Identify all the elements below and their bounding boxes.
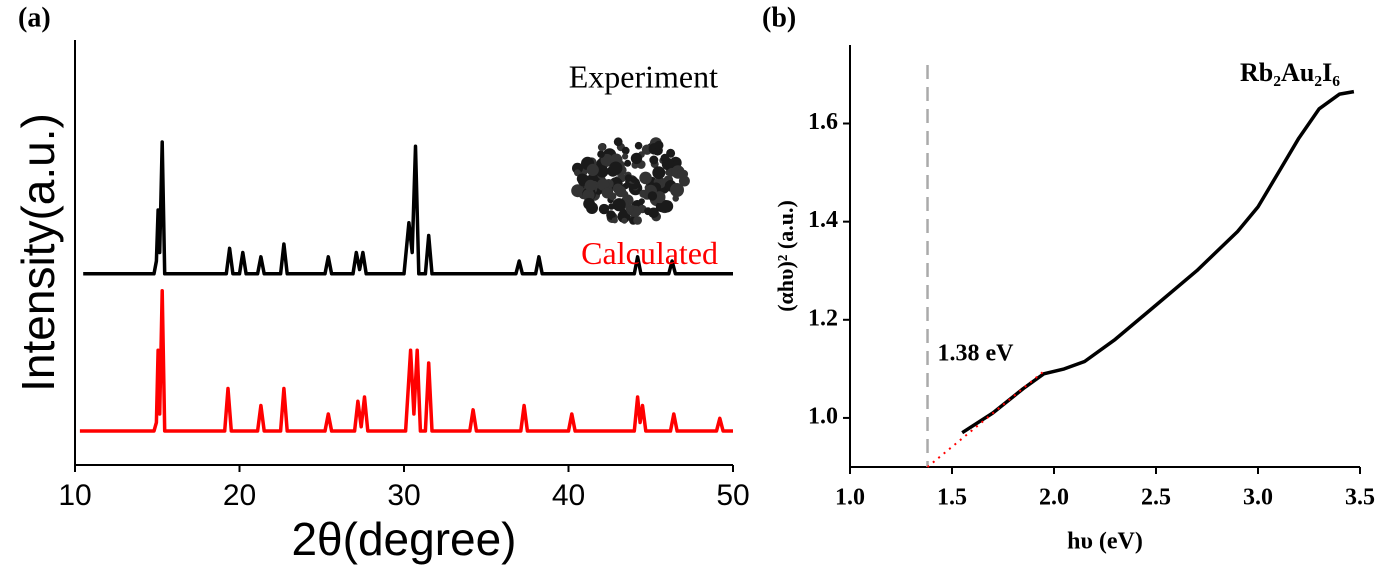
chart-title: Rb₂Au₂I₆ xyxy=(1240,58,1340,87)
x-tick-label: 3.5 xyxy=(1345,485,1375,511)
particle xyxy=(606,210,616,220)
series-line xyxy=(961,89,1355,435)
y-axis-label: Intensity(a.u.) xyxy=(12,113,64,392)
particle xyxy=(586,163,599,176)
particle xyxy=(630,152,643,165)
particle xyxy=(649,155,659,165)
particle xyxy=(660,153,670,163)
particle xyxy=(670,183,684,197)
y-tick-label: 1.0 xyxy=(808,403,838,429)
x-tick-label: 1.0 xyxy=(835,485,865,511)
particle xyxy=(652,166,666,180)
y-tick-label: 1.2 xyxy=(808,305,838,331)
x-axis-label: 2θ(degree) xyxy=(291,513,516,565)
particle xyxy=(597,143,606,152)
panel-label: (a) xyxy=(18,2,51,33)
band-gap-label: 1.38 eV xyxy=(938,341,1015,367)
particle xyxy=(612,198,626,212)
particle xyxy=(660,200,674,213)
x-tick-label: 30 xyxy=(387,479,420,512)
x-tick-label: 40 xyxy=(552,479,585,512)
particle xyxy=(621,146,630,155)
particle xyxy=(639,171,652,185)
y-tick-label: 1.4 xyxy=(808,207,838,233)
x-tick-label: 3.0 xyxy=(1243,485,1273,511)
series-label: Calculated xyxy=(581,235,718,271)
x-tick-label: 10 xyxy=(58,479,91,512)
x-tick-label: 1.5 xyxy=(937,485,967,511)
particle xyxy=(638,198,645,205)
particle xyxy=(598,203,610,215)
particle xyxy=(624,174,633,182)
particle xyxy=(627,205,634,213)
sample-photo xyxy=(571,137,690,225)
particle xyxy=(654,140,664,150)
particle xyxy=(622,153,629,160)
particle xyxy=(621,190,629,198)
series-line xyxy=(79,289,733,433)
particle xyxy=(584,179,597,192)
particle xyxy=(679,169,689,179)
y-axis-label: (αhυ)² (a.u.) xyxy=(773,200,798,312)
particle xyxy=(609,161,623,175)
x-tick-label: 2.0 xyxy=(1039,485,1069,511)
particle xyxy=(624,159,632,167)
particle xyxy=(633,216,642,225)
particle xyxy=(647,191,658,201)
x-tick-label: 50 xyxy=(716,479,749,512)
particle xyxy=(597,150,605,158)
particle xyxy=(583,197,595,210)
particle xyxy=(634,141,643,150)
particle xyxy=(621,217,628,224)
series-label: Experiment xyxy=(569,58,718,94)
particle xyxy=(582,189,595,202)
particle xyxy=(608,203,615,210)
panel-label: (b) xyxy=(762,2,796,33)
particle xyxy=(648,207,659,219)
y-tick-label: 1.6 xyxy=(808,109,838,135)
particle xyxy=(678,175,690,187)
particle xyxy=(611,217,618,224)
particle xyxy=(597,178,610,191)
particle xyxy=(596,165,609,178)
series-line xyxy=(83,140,733,276)
x-axis-label: hυ (eV) xyxy=(1067,529,1143,555)
x-tick-label: 2.5 xyxy=(1141,485,1171,511)
particle xyxy=(600,153,614,167)
x-tick-label: 20 xyxy=(223,479,256,512)
particle xyxy=(576,173,588,185)
particle xyxy=(613,137,623,147)
particle xyxy=(601,187,613,199)
